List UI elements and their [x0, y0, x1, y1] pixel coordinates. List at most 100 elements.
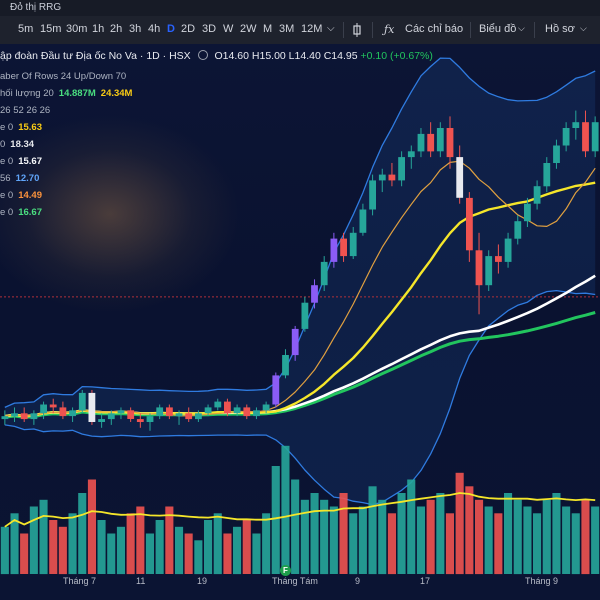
- window-titlebar: Đỏ thị RRG: [0, 0, 600, 16]
- candle-body: [127, 410, 135, 419]
- candle-body: [427, 133, 435, 152]
- tf-3M[interactable]: 3M: [279, 23, 295, 35]
- candle-body: [291, 328, 299, 356]
- tf-3D[interactable]: 3D: [202, 23, 217, 35]
- indicator-row[interactable]: 0 18.34: [0, 139, 34, 150]
- volume-bar: [387, 513, 396, 575]
- candle-body: [349, 232, 357, 257]
- candle-body: [195, 413, 202, 420]
- x-axis-label: 11: [136, 576, 146, 586]
- profile-chevron-icon[interactable]: ⌵: [580, 23, 587, 33]
- candle-style-icon[interactable]: [352, 23, 362, 40]
- candle-body: [398, 157, 405, 181]
- candle-body: [185, 413, 193, 420]
- candle-body: [533, 186, 541, 204]
- volume-bar: [20, 533, 29, 574]
- tf-M[interactable]: M: [263, 23, 273, 35]
- toolbar-divider: [470, 22, 471, 38]
- tf-12M[interactable]: 12M: [301, 23, 323, 35]
- indicator-row[interactable]: e 0 15.63: [0, 122, 42, 133]
- indicators-fx-icon[interactable]: ƒx: [384, 23, 395, 36]
- tf-15m[interactable]: 15m: [40, 23, 62, 35]
- volume-bar: [378, 499, 387, 575]
- candle-body: [456, 157, 464, 198]
- chart-type-chevron-icon[interactable]: ⌵: [518, 23, 525, 33]
- candle-body: [11, 413, 18, 417]
- symbol-close: C14.95: [323, 50, 358, 62]
- tf-2D[interactable]: 2D: [181, 23, 196, 35]
- indicator-value: 15.67: [18, 156, 42, 167]
- volume-bar: [136, 506, 145, 574]
- tf-4h[interactable]: 4h: [148, 23, 161, 35]
- candle-body: [59, 407, 67, 417]
- indicator-value: 16.67: [18, 207, 42, 218]
- volume-bar: [416, 506, 425, 574]
- bollinger-fill: [4, 58, 596, 505]
- tf-2h[interactable]: 2h: [110, 23, 123, 35]
- indicator-row[interactable]: 26 52 26 26: [0, 105, 50, 116]
- tf-5m[interactable]: 5m: [18, 23, 34, 35]
- candle-body: [485, 256, 493, 286]
- indicator-label: e 0: [0, 156, 14, 167]
- indicator-row[interactable]: e 0 16.67: [0, 207, 42, 218]
- indicator-value: 12.70: [15, 173, 40, 184]
- price-chart[interactable]: [0, 44, 600, 600]
- volume-bar: [591, 506, 600, 574]
- volume-bar: [223, 533, 232, 574]
- tf-2W[interactable]: 2W: [240, 23, 257, 35]
- candle-body: [340, 238, 347, 257]
- tf-30m[interactable]: 30m: [66, 23, 88, 35]
- candle-body: [1, 416, 9, 420]
- tf-1h[interactable]: 1h: [92, 23, 105, 35]
- tf-W[interactable]: W: [223, 23, 234, 35]
- volume-bar: [291, 479, 300, 574]
- indicators-button[interactable]: Các chỉ báo: [405, 23, 464, 35]
- timeframe-dropdown-icon[interactable]: ⌵: [327, 23, 335, 34]
- volume-bar: [281, 445, 290, 575]
- volume-bar: [145, 533, 154, 574]
- symbol-change: +0.10 (+0.67%): [360, 50, 433, 62]
- volume-bar: [329, 506, 338, 574]
- indicator-value: 15.63: [18, 122, 42, 133]
- chart-type-button[interactable]: Biểu đồ: [479, 23, 517, 35]
- volume-bar: [58, 526, 67, 575]
- tf-3h[interactable]: 3h: [129, 23, 142, 35]
- indicator-row[interactable]: e 0 15.67: [0, 156, 42, 167]
- candle-body: [388, 174, 396, 181]
- indicator-row[interactable]: aber Of Rows 24 Up/Down 70: [0, 71, 126, 82]
- indicator-row[interactable]: e 0 14.49: [0, 190, 42, 201]
- symbol-name[interactable]: ập đoàn Đầu tư Địa ốc No Va · 1D · HSX: [0, 50, 191, 62]
- volume-bar: [426, 499, 435, 575]
- volume-bar: [320, 499, 329, 575]
- symbol-high: H15.00: [251, 50, 286, 62]
- bollinger-lower-line: [4, 289, 596, 506]
- candle-body: [166, 407, 173, 417]
- indicator-label: 26 52 26 26: [0, 105, 51, 116]
- volume-bar: [475, 499, 484, 575]
- candle-body: [282, 355, 289, 376]
- volume-bar: [552, 493, 561, 574]
- volume-bar: [252, 533, 261, 574]
- profile-button[interactable]: Hồ sơ: [545, 23, 575, 35]
- candle-body: [107, 413, 115, 420]
- candle-body: [204, 407, 212, 414]
- chart-area[interactable]: ập đoàn Đầu tư Địa ốc No Va · 1D · HSX O…: [0, 44, 600, 600]
- candle-body: [262, 404, 270, 411]
- volume-bar: [68, 513, 77, 575]
- candle-body: [69, 410, 76, 417]
- x-axis-label: Tháng 7: [63, 576, 97, 586]
- event-flag-icon[interactable]: F: [280, 565, 291, 576]
- volume-bar: [300, 499, 309, 575]
- indicator-row[interactable]: 56 12.70: [0, 173, 39, 184]
- toolbar-divider: [534, 22, 535, 38]
- indicator-row[interactable]: hối lượng 20 14.887M 24.34M: [0, 88, 132, 99]
- volume-bar: [39, 499, 48, 575]
- indicator-label: e 0: [0, 207, 14, 218]
- volume-bar: [465, 486, 474, 575]
- x-axis-label: Tháng 9: [525, 576, 559, 586]
- volume-bar: [455, 472, 464, 575]
- tf-D[interactable]: D: [167, 23, 175, 35]
- candle-body: [88, 392, 96, 422]
- volume-bar: [194, 540, 203, 575]
- x-axis-label: 19: [197, 576, 208, 586]
